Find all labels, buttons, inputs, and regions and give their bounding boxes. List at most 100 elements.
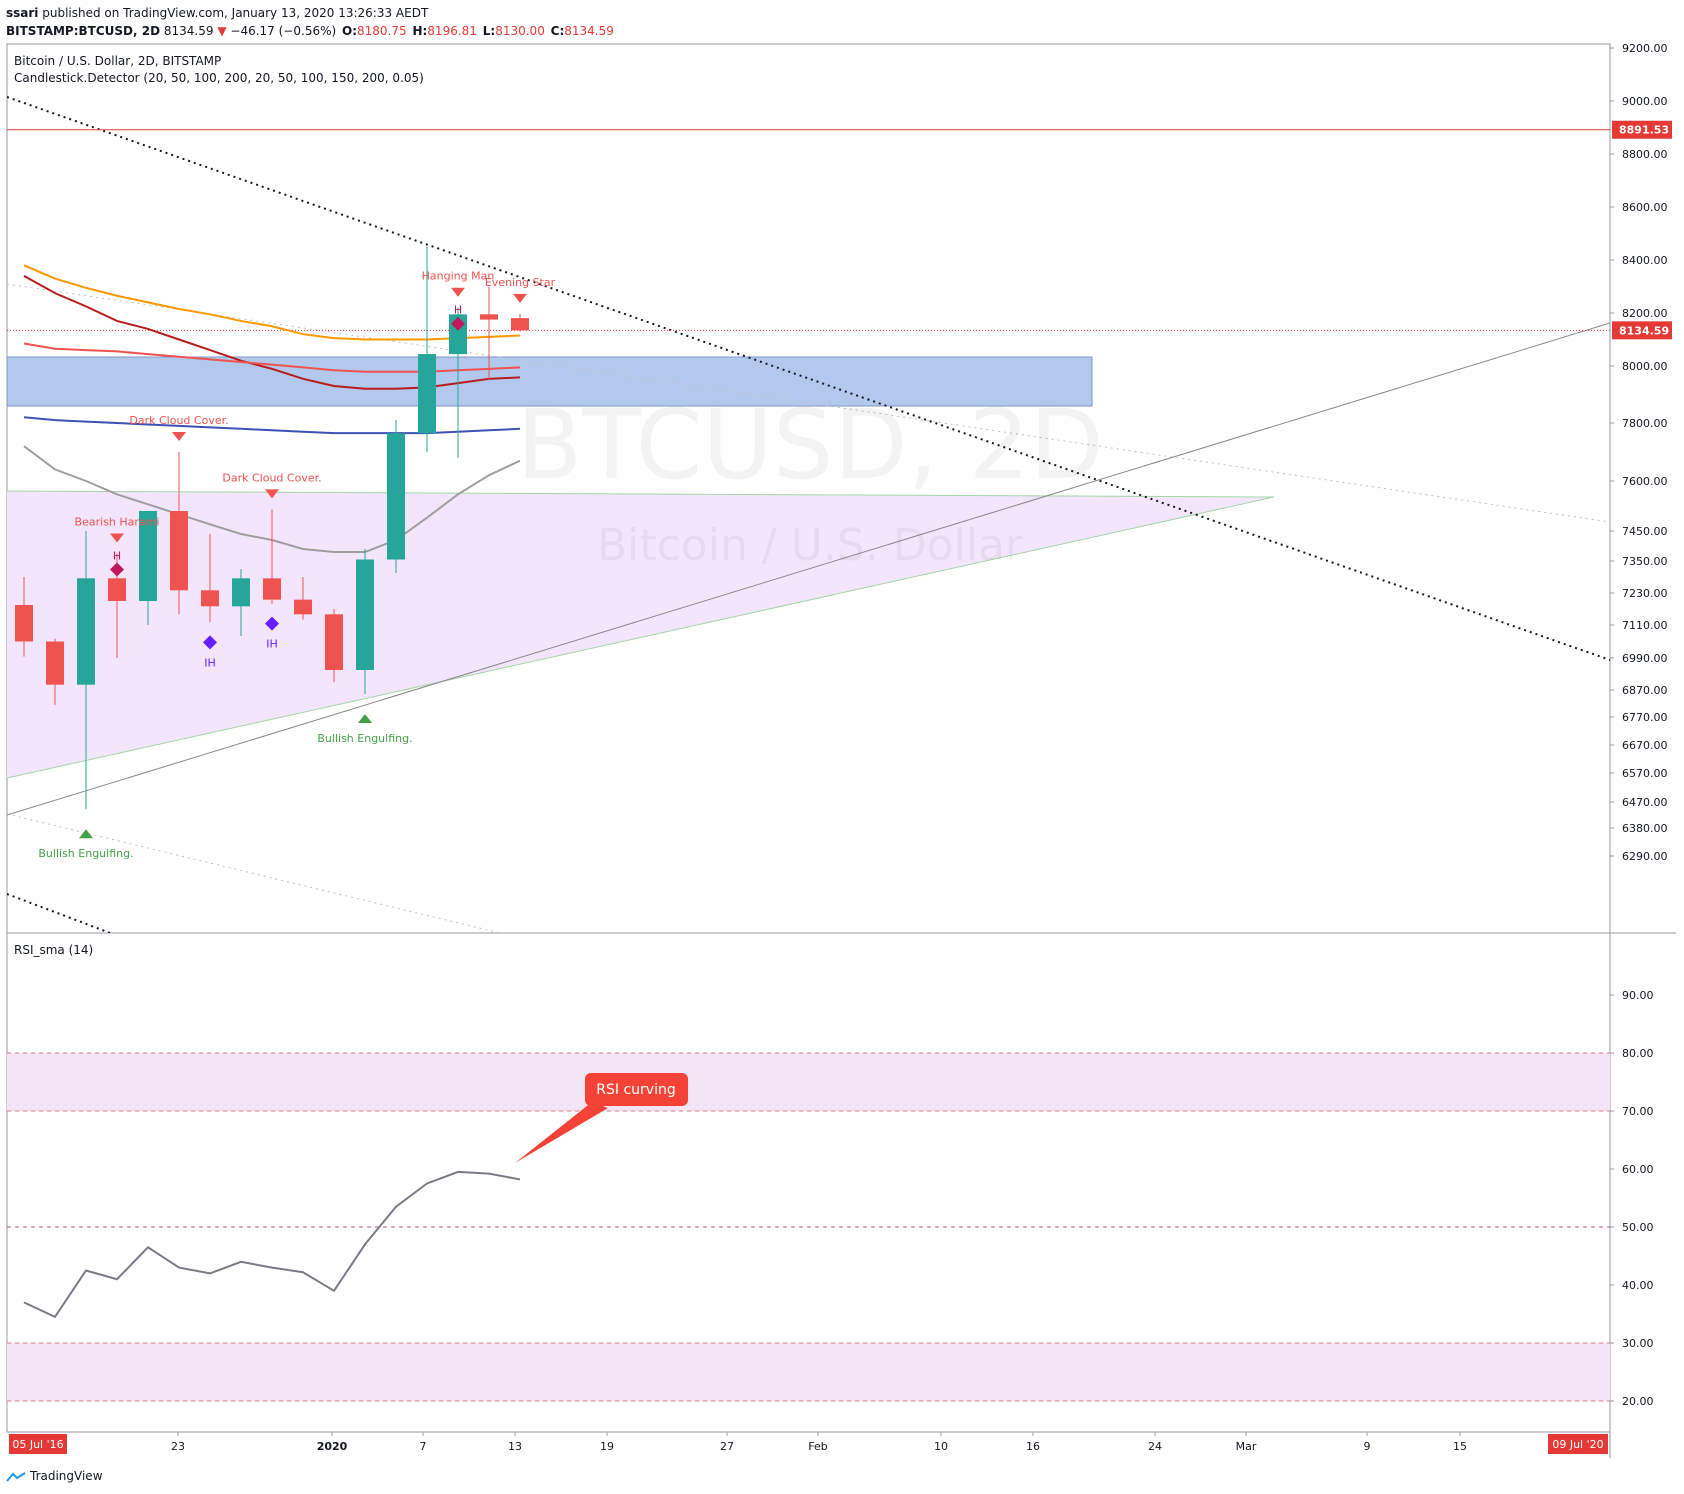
time-tick-label: 10	[934, 1440, 948, 1453]
low-label: L:	[482, 24, 496, 38]
rsi-series-line	[23, 1170, 521, 1319]
rsi-title: RSI_sma (14)	[14, 943, 93, 957]
rsi-tick-label: 40.00	[1622, 1279, 1654, 1292]
published-text: published on TradingView.com, January 13…	[38, 6, 429, 20]
pattern-label: Bearish Harami	[75, 516, 160, 529]
candle-body	[263, 578, 281, 600]
time-tick-label: 23	[171, 1440, 185, 1453]
symbol-name: BITSTAMP:BTCUSD, 2D	[6, 24, 161, 38]
price-tick-label: 7350.00	[1622, 555, 1668, 568]
pattern-markers: Dark Cloud Cover. Dark Cloud Cover. Bearis…	[38, 270, 555, 861]
hammer-marker-icon	[110, 562, 124, 577]
bullish-marker-icon	[358, 714, 372, 724]
price-tick-label: 9200.00	[1622, 42, 1668, 55]
time-tick-label: 2020	[317, 1440, 348, 1453]
candle-body	[325, 614, 343, 670]
candle-body	[139, 511, 157, 601]
chart-frame	[6, 43, 1611, 1433]
candle-body	[201, 590, 219, 607]
pattern-label: H	[113, 550, 121, 563]
price-tick-label: 6990.00	[1622, 652, 1668, 665]
price-label-text: 8134.59	[1619, 324, 1669, 337]
price-pane[interactable]: Dark Cloud Cover. Dark Cloud Cover. Bearis…	[7, 96, 1610, 933]
rsi-pane[interactable]: RSI curving	[7, 1052, 1610, 1402]
price-tick-label: 7230.00	[1622, 587, 1668, 600]
time-axis[interactable]: 23 2020 7 13 19 27 Feb 10 16 24 Mar 9 15 05 Jul '16 09…	[9, 1432, 1608, 1454]
price-tick-label: 8200.00	[1622, 307, 1668, 320]
price-tick-label: 8600.00	[1622, 201, 1668, 214]
author-name[interactable]: ssari	[6, 6, 39, 20]
pattern-label: Bullish Engulfing.	[38, 847, 133, 860]
time-tick-label: 7	[420, 1440, 427, 1453]
bearish-marker-icon	[513, 293, 527, 303]
price-axis[interactable]: 9200.00 9000.00 8800.00 8600.00 8400.00 8200.…	[1610, 42, 1672, 863]
rsi-band	[7, 1053, 1610, 1111]
time-tick-label: 13	[508, 1440, 522, 1453]
rsi-line	[23, 1170, 521, 1319]
price-tick-label: 6670.00	[1622, 739, 1668, 752]
triangle-lower-edge	[7, 496, 1275, 779]
callout-text: RSI curving	[596, 1082, 675, 1098]
bearish-marker-icon	[265, 489, 279, 499]
time-tick-label: 24	[1148, 1440, 1162, 1453]
candle-body	[480, 314, 498, 320]
pattern-label: Evening Star	[485, 276, 556, 289]
price-tick-label: 6870.00	[1622, 684, 1668, 697]
symbol-info: BITSTAMP:BTCUSD, 2D 8134.59 ▼ −46.17 (−0…	[6, 24, 614, 38]
rsi-tick-label: 80.00	[1622, 1047, 1654, 1060]
candle-body	[170, 511, 188, 591]
watermark-description: Bitcoin / U.S. Dollar	[597, 520, 1024, 571]
watermark-symbol: BTCUSD, 2D	[516, 389, 1103, 501]
price-tick-label: 8800.00	[1622, 148, 1668, 161]
lower-channel-line	[7, 813, 501, 933]
candle-body	[511, 318, 529, 331]
close-value: 8134.59	[564, 24, 614, 38]
candle-body	[418, 354, 436, 434]
price-tick-label: 6380.00	[1622, 822, 1668, 835]
triangle-pattern	[7, 491, 1274, 778]
moving-average-line	[23, 275, 521, 390]
candle-body	[356, 559, 374, 670]
hammer-marker-icon	[451, 316, 465, 331]
rsi-axis[interactable]: 90.00 80.00 70.00 60.00 50.00 40.00 30.00 20.00	[1610, 989, 1654, 1408]
rsi-bands	[7, 1052, 1610, 1402]
price-tick-label: 6470.00	[1622, 796, 1668, 809]
close-label: C:	[550, 24, 565, 38]
range-start-label: 05 Jul '16	[12, 1438, 63, 1451]
legend-indicator: Candlestick.Detector (20, 50, 100, 200, …	[14, 71, 424, 85]
tradingview-logo-icon	[6, 1471, 26, 1482]
rsi-tick-label: 90.00	[1622, 989, 1654, 1002]
range-start-box	[9, 1434, 67, 1454]
rsi-annotation: RSI curving	[515, 1073, 688, 1163]
price-tick-label: 7800.00	[1622, 417, 1668, 430]
rsi-tick-label: 30.00	[1622, 1337, 1654, 1350]
candle-body	[387, 433, 405, 560]
pattern-label: IH	[266, 638, 278, 651]
rsi-tick-label: 50.00	[1622, 1221, 1654, 1234]
price-tick-label: 7600.00	[1622, 475, 1668, 488]
low-value: 8130.00	[495, 24, 545, 38]
resistance-zone	[7, 356, 1093, 407]
rsi-band	[7, 1343, 1610, 1401]
candle-body	[108, 578, 126, 601]
open-label: O:	[342, 24, 357, 38]
time-tick-label: Mar	[1236, 1440, 1257, 1453]
bearish-marker-icon	[172, 432, 186, 441]
pattern-label: Hanging Man	[422, 270, 495, 283]
bearish-marker-icon	[451, 287, 465, 297]
brand-name: TradingView	[30, 1469, 103, 1483]
publish-info: ssari published on TradingView.com, Janu…	[6, 6, 428, 20]
price-label-box	[1612, 321, 1672, 340]
candle-body	[77, 578, 95, 685]
rsi-tick-label: 20.00	[1622, 1395, 1654, 1408]
time-tick-label: 27	[720, 1440, 734, 1453]
legend-symbol: Bitcoin / U.S. Dollar, 2D, BITSTAMP	[14, 54, 221, 68]
change-down-icon: ▼	[217, 24, 227, 38]
time-tick-label: 16	[1026, 1440, 1040, 1453]
price-legend: Bitcoin / U.S. Dollar, 2D, BITSTAMP Candl…	[14, 54, 424, 85]
last-price: 8134.59	[163, 24, 214, 38]
callout-pointer-icon	[515, 1102, 608, 1163]
price-tick-label: 8000.00	[1622, 360, 1668, 373]
time-tick-label: 19	[600, 1440, 614, 1453]
